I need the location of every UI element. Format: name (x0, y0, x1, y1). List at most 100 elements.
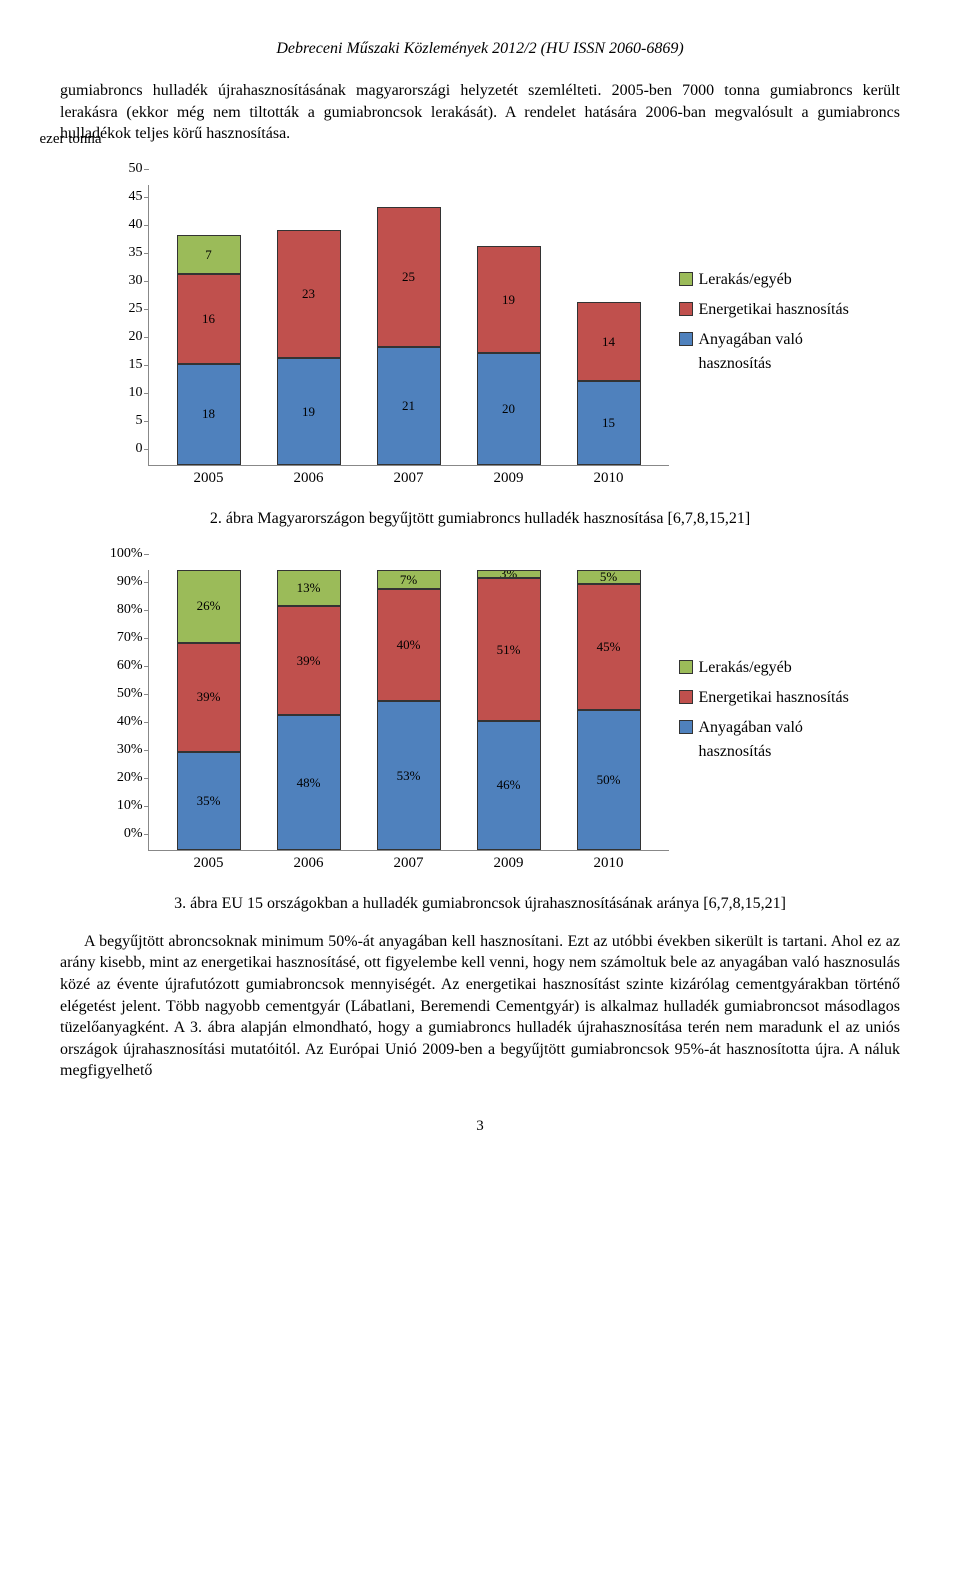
bar-segment: 53% (377, 701, 441, 849)
bar-segment: 3% (477, 570, 541, 578)
y-tick: 90% (117, 574, 143, 590)
page-number: 3 (60, 1118, 900, 1135)
legend-swatch (679, 690, 693, 704)
bar-column: 1514 (577, 302, 641, 464)
y-tick: 100% (110, 546, 143, 562)
legend-swatch (679, 720, 693, 734)
body-paragraph-2: A begyűjtött abroncsoknak minimum 50%-át… (60, 931, 900, 1082)
x-label: 2009 (477, 855, 541, 872)
chart-2-caption: 3. ábra EU 15 országokban a hulladék gum… (60, 895, 900, 913)
legend-swatch (679, 332, 693, 346)
chart-2-legend: Lerakás/egyéb Energetikai hasznosítás Anya… (679, 656, 869, 770)
chart-2-plot: 0%10%20%30%40%50%60%70%80%90%100% 35%39%… (148, 570, 669, 851)
y-tick: 10 (129, 385, 143, 401)
bar-column: 2125 (377, 207, 441, 465)
bar-column: 50%45%5% (577, 570, 641, 850)
y-tick: 50 (129, 161, 143, 177)
legend-label: Anyagában való hasznosítás (699, 328, 869, 376)
y-tick: 5 (136, 413, 143, 429)
bar-segment: 45% (577, 584, 641, 710)
legend-label: Lerakás/egyéb (699, 656, 792, 680)
bar-segment: 48% (277, 715, 341, 849)
legend-item: Energetikai hasznosítás (679, 686, 869, 710)
x-label: 2007 (377, 470, 441, 487)
y-tick: 80% (117, 602, 143, 618)
y-tick: 30% (117, 742, 143, 758)
legend-swatch (679, 302, 693, 316)
bar-segment: 18 (177, 364, 241, 465)
chart-2-y-axis: 0%10%20%30%40%50%60%70%80%90%100% (103, 570, 143, 850)
x-label: 2010 (577, 855, 641, 872)
bar-segment: 51% (477, 578, 541, 721)
bar-column: 53%40%7% (377, 570, 441, 850)
y-tick: 40% (117, 714, 143, 730)
legend-label: Energetikai hasznosítás (699, 686, 849, 710)
y-tick: 20% (117, 770, 143, 786)
x-label: 2010 (577, 470, 641, 487)
bar-segment: 40% (377, 589, 441, 701)
bar-segment: 7 (177, 235, 241, 274)
intro-paragraph: gumiabroncs hulladék újrahasznosításának… (60, 80, 900, 145)
chart-1-caption: 2. ábra Magyarországon begyűjtött gumiab… (60, 510, 900, 528)
bar-column: 1923 (277, 230, 341, 465)
bar-column: 48%39%13% (277, 570, 341, 850)
bar-segment: 46% (477, 721, 541, 850)
x-label: 2007 (377, 855, 441, 872)
bar-segment: 26% (177, 570, 241, 643)
chart-2-bars: 35%39%26%48%39%13%53%40%7%46%51%3%50%45%… (149, 570, 669, 850)
y-tick: 35 (129, 245, 143, 261)
y-tick: 50% (117, 686, 143, 702)
chart-1-bars: 181671923212520191514 (149, 185, 669, 465)
y-tick: 30 (129, 273, 143, 289)
x-label: 2005 (177, 470, 241, 487)
bar-column: 46%51%3% (477, 570, 541, 850)
legend-item: Anyagában való hasznosítás (679, 328, 869, 376)
bar-column: 18167 (177, 235, 241, 465)
bar-segment: 5% (577, 570, 641, 584)
legend-item: Anyagában való hasznosítás (679, 716, 869, 764)
bar-segment: 15 (577, 381, 641, 465)
legend-item: Lerakás/egyéb (679, 656, 869, 680)
bar-column: 35%39%26% (177, 570, 241, 850)
bar-segment: 39% (277, 606, 341, 715)
chart-1-legend: Lerakás/egyéb Energetikai hasznosítás Anya… (679, 268, 869, 382)
y-tick: 0 (136, 441, 143, 457)
legend-swatch (679, 660, 693, 674)
bar-segment: 19 (477, 246, 541, 352)
bar-segment: 35% (177, 752, 241, 850)
bar-column: 2019 (477, 246, 541, 464)
x-label: 2006 (277, 855, 341, 872)
chart-1-wrapper: ezer tonna 05101520253035404550 18167192… (60, 155, 900, 496)
bar-segment: 19 (277, 358, 341, 464)
bar-segment: 7% (377, 570, 441, 590)
bar-segment: 25 (377, 207, 441, 347)
y-tick: 25 (129, 301, 143, 317)
bar-segment: 23 (277, 230, 341, 359)
legend-swatch (679, 272, 693, 286)
bar-segment: 13% (277, 570, 341, 606)
bar-segment: 20 (477, 353, 541, 465)
chart-1-y-axis: 05101520253035404550 (103, 185, 143, 465)
y-tick: 0% (124, 826, 143, 842)
x-label: 2006 (277, 470, 341, 487)
y-tick: 15 (129, 357, 143, 373)
y-tick: 40 (129, 217, 143, 233)
legend-label: Energetikai hasznosítás (699, 298, 849, 322)
x-label: 2009 (477, 470, 541, 487)
y-tick: 45 (129, 189, 143, 205)
x-label: 2005 (177, 855, 241, 872)
y-tick: 10% (117, 798, 143, 814)
bar-segment: 14 (577, 302, 641, 380)
journal-header: Debreceni Műszaki Közlemények 2012/2 (HU… (60, 40, 900, 58)
legend-item: Energetikai hasznosítás (679, 298, 869, 322)
chart-2-wrapper: 0%10%20%30%40%50%60%70%80%90%100% 35%39%… (60, 546, 900, 881)
chart-1-x-labels: 2005 2006 2007 2009 2010 (149, 470, 669, 487)
chart-2-x-labels: 2005 2006 2007 2009 2010 (149, 855, 669, 872)
y-tick: 70% (117, 630, 143, 646)
legend-label: Lerakás/egyéb (699, 268, 792, 292)
y-tick: 60% (117, 658, 143, 674)
bar-segment: 50% (577, 710, 641, 850)
y-tick: 20 (129, 329, 143, 345)
bar-segment: 21 (377, 347, 441, 465)
bar-segment: 16 (177, 274, 241, 364)
